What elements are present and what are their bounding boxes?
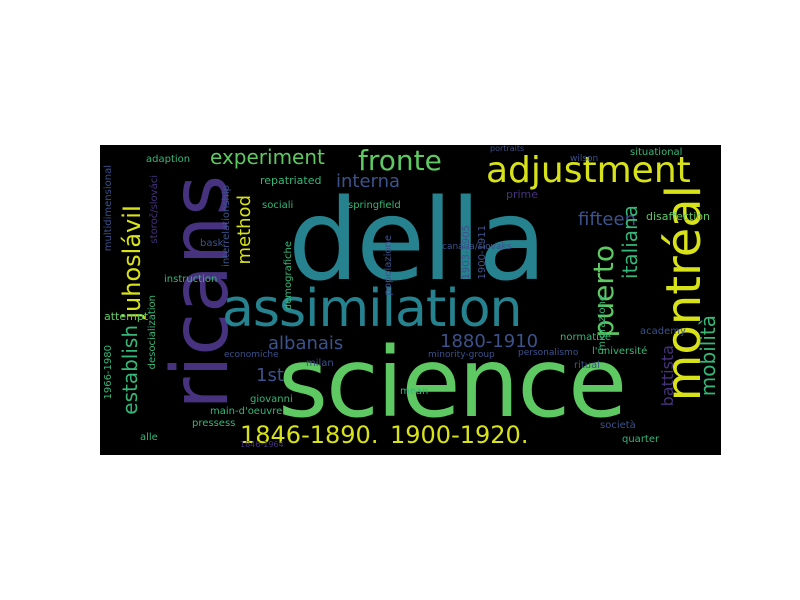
word-assimilation: assimilation xyxy=(222,279,523,339)
word-quarter: quarter xyxy=(622,434,660,445)
word-situational: situational xyxy=(630,147,683,158)
word-establish: establish xyxy=(118,325,142,415)
word-societa: società xyxy=(600,420,636,431)
word-attempt: attempt xyxy=(104,310,149,323)
word-fronte: fronte xyxy=(358,145,442,177)
word-fifteen: fifteen xyxy=(578,209,636,230)
word-cloud: della science ricans assimilation montré… xyxy=(100,145,721,455)
word-mean: mean xyxy=(400,386,429,397)
word-storocslovaci: storoč/slováci xyxy=(149,175,160,244)
word-desocialization: desocialization xyxy=(147,295,158,370)
word-multidimensional: multidimensional xyxy=(103,165,114,252)
word-personalismo: personalismo xyxy=(518,348,579,358)
word-academy: academy xyxy=(640,326,686,337)
word-1900-1911: 1900-1911 xyxy=(477,225,488,280)
word-sociali: sociali xyxy=(262,200,294,211)
word-alle: alle xyxy=(140,432,158,443)
word-1880-1910: 1880-1910 xyxy=(440,331,539,352)
word-1846-1964: 1846-1964 xyxy=(240,440,284,449)
word-1966-1980: 1966-1980 xyxy=(103,345,114,400)
word-canada-slovaks: canada/slovaks xyxy=(442,242,512,252)
word-prime: prime xyxy=(506,188,539,201)
word-normative: normative xyxy=(560,332,612,343)
word-instruction: instruction xyxy=(164,274,218,285)
word-adaption: adaption xyxy=(146,154,191,165)
word-milan: milan xyxy=(306,358,334,369)
word-experiment: experiment xyxy=(210,145,325,169)
word-demografiche: demografiche xyxy=(283,241,294,311)
word-main-doeuvre: main-d'oeuvre xyxy=(210,406,283,417)
word-1903-1905: 1903-1905 xyxy=(461,225,472,280)
word-wilson: wilson xyxy=(570,154,599,164)
word-bask: bask xyxy=(200,238,224,249)
word-economiche: economiche xyxy=(224,350,279,360)
word-adjustment: adjustment xyxy=(486,150,691,191)
word-repatriated: repatriated xyxy=(260,174,322,187)
word-italiana: italiana xyxy=(618,205,642,279)
word-della: della xyxy=(288,176,547,306)
word-juhoslavii: juhosláviI xyxy=(118,205,146,319)
word-disaffection: disaffection xyxy=(646,210,710,223)
word-portraits: portraits xyxy=(490,145,525,153)
word-giovanni: giovanni xyxy=(250,394,293,405)
word-pressess: pressess xyxy=(192,418,236,429)
word-interna: interna xyxy=(336,171,401,192)
word-ritual: ritual xyxy=(574,360,601,371)
word-springfield: springfield xyxy=(348,200,401,211)
word-1900-1920: 1900-1920. xyxy=(390,421,529,449)
word-albanais: albanais xyxy=(268,333,344,354)
word-mobilita: mobilità xyxy=(696,315,720,397)
word-luniversite: l'université xyxy=(592,346,648,357)
word-science: science xyxy=(278,327,627,439)
word-method: method xyxy=(234,195,255,265)
word-1st: 1st xyxy=(256,365,284,386)
word-1846-1890: 1846-1890. xyxy=(240,421,379,449)
word-interrelationship: interrelationship xyxy=(221,185,232,267)
word-battista: battista xyxy=(658,345,677,407)
word-minority-group: minority-group xyxy=(428,350,495,360)
word-popolazione: popolazione xyxy=(383,235,394,296)
